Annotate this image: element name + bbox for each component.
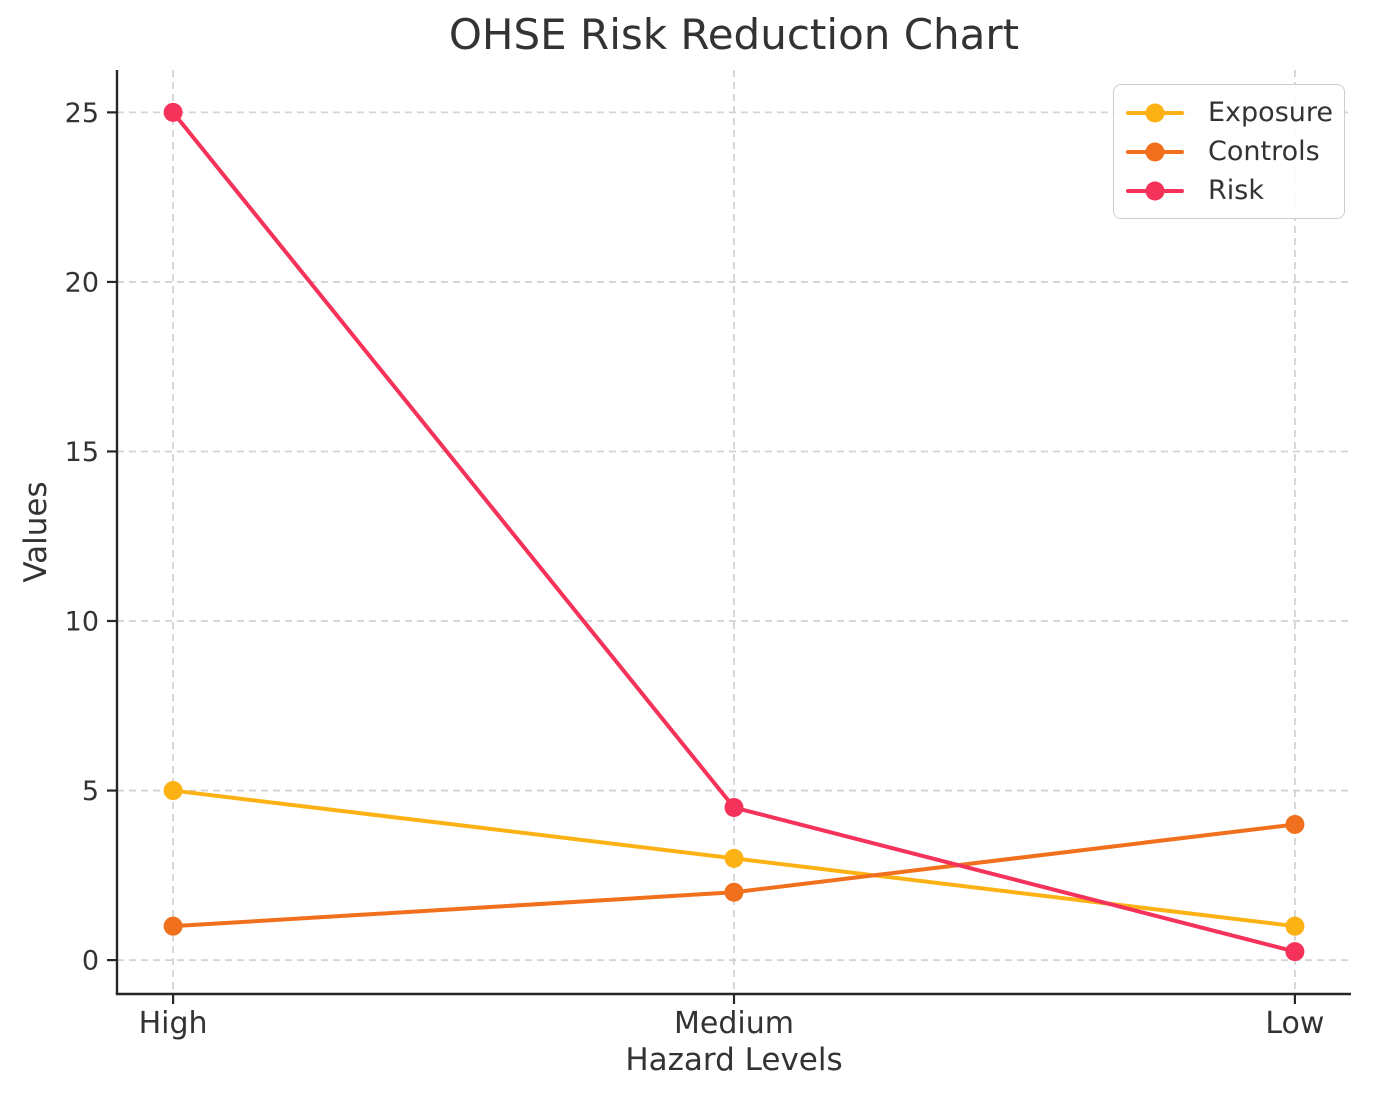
y-tick-label: 25 — [65, 98, 99, 129]
data-point-risk — [163, 102, 183, 122]
x-tick-label: Low — [1265, 1006, 1324, 1041]
legend-item-controls: Controls — [1126, 132, 1344, 171]
data-point-controls — [724, 882, 744, 902]
x-tick-label: Medium — [674, 1006, 794, 1041]
legend-item-exposure: Exposure — [1126, 93, 1344, 132]
x-tick-label: High — [139, 1006, 208, 1041]
y-tick-label: 10 — [65, 607, 99, 638]
y-tick-label: 5 — [82, 776, 99, 807]
data-point-controls — [1285, 814, 1305, 834]
data-point-exposure — [1285, 916, 1305, 936]
data-point-exposure — [163, 781, 183, 801]
x-axis-label: Hazard Levels — [625, 1042, 843, 1078]
legend: Exposure Controls Risk — [1113, 84, 1345, 219]
y-tick-label: 20 — [65, 267, 99, 298]
data-point-risk — [1285, 942, 1305, 962]
y-tick-label: 15 — [65, 437, 99, 468]
legend-label-risk: Risk — [1208, 175, 1264, 206]
legend-label-controls: Controls — [1208, 136, 1320, 167]
data-point-risk — [724, 798, 744, 818]
legend-line-marker-risk — [1126, 181, 1184, 200]
data-point-exposure — [724, 848, 744, 868]
legend-line-marker-exposure — [1126, 103, 1184, 122]
legend-label-exposure: Exposure — [1208, 97, 1333, 128]
y-tick-label: 0 — [82, 946, 99, 977]
legend-line-marker-controls — [1126, 142, 1184, 161]
legend-item-risk: Risk — [1126, 171, 1344, 210]
chart-title: OHSE Risk Reduction Chart — [448, 10, 1020, 59]
data-point-controls — [163, 916, 183, 936]
